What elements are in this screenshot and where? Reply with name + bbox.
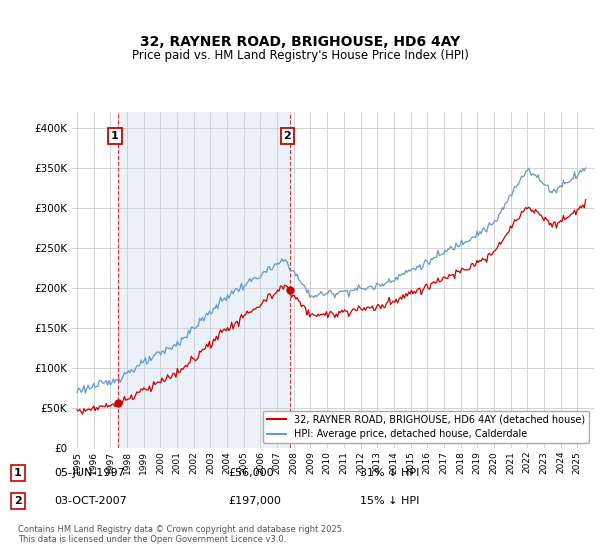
Text: 1: 1: [111, 131, 119, 141]
Text: 31% ↓ HPI: 31% ↓ HPI: [360, 468, 419, 478]
Text: 2: 2: [284, 131, 292, 141]
Text: 05-JUN-1997: 05-JUN-1997: [54, 468, 125, 478]
Legend: 32, RAYNER ROAD, BRIGHOUSE, HD6 4AY (detached house), HPI: Average price, detach: 32, RAYNER ROAD, BRIGHOUSE, HD6 4AY (det…: [263, 410, 589, 443]
Text: £56,000: £56,000: [228, 468, 274, 478]
Text: 32, RAYNER ROAD, BRIGHOUSE, HD6 4AY: 32, RAYNER ROAD, BRIGHOUSE, HD6 4AY: [140, 35, 460, 49]
Text: 03-OCT-2007: 03-OCT-2007: [54, 496, 127, 506]
Text: 1: 1: [14, 468, 22, 478]
Text: 15% ↓ HPI: 15% ↓ HPI: [360, 496, 419, 506]
Text: Contains HM Land Registry data © Crown copyright and database right 2025.
This d: Contains HM Land Registry data © Crown c…: [18, 525, 344, 544]
Bar: [118, 112, 290, 448]
Text: £197,000: £197,000: [228, 496, 281, 506]
Text: 2: 2: [14, 496, 22, 506]
Text: Price paid vs. HM Land Registry's House Price Index (HPI): Price paid vs. HM Land Registry's House …: [131, 49, 469, 63]
